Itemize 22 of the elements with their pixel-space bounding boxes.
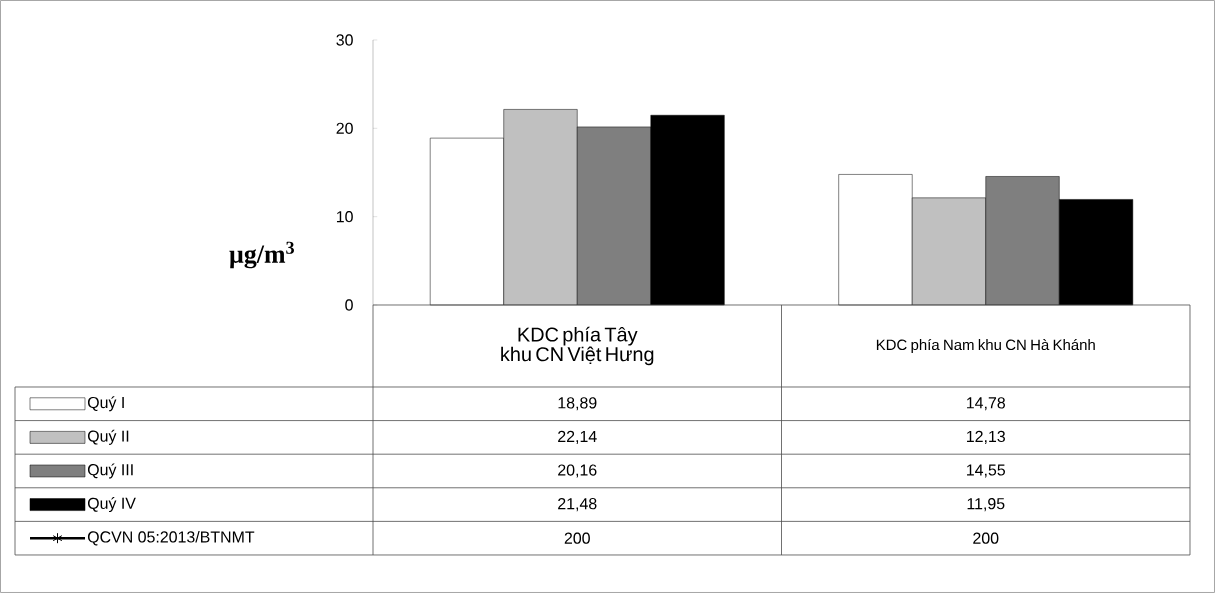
data-label: 14,78	[967, 397, 1005, 411]
data-label: 14,55	[967, 464, 1006, 478]
y-tick-label: 0	[345, 299, 353, 311]
y-tick-label: 20	[336, 122, 353, 134]
y-axis-title: µg/m$^{3}$	[229, 241, 294, 269]
data-label: 12,13	[967, 430, 1005, 444]
data-label: 20,16	[558, 464, 597, 478]
legend-label: QCVN 05:2013/BTNMT	[87, 530, 255, 546]
x-tick-label: KDC phía Nam khu CN Hà Khánh	[876, 338, 1095, 354]
data-label: 11,95	[967, 498, 1005, 512]
data-label: 21,48	[558, 498, 597, 512]
legend-label: Quý I	[87, 396, 124, 412]
data-label: 22,14	[558, 430, 597, 444]
legend-label: Quý III	[87, 463, 133, 479]
y-tick-label: 30	[336, 34, 353, 46]
legend-label: Quý IV	[87, 497, 136, 513]
text: 200	[973, 532, 999, 544]
data-label: 18,89	[558, 397, 597, 411]
legend-label: Quý II	[87, 429, 129, 445]
text: 200	[564, 532, 590, 544]
y-tick-label: 10	[336, 211, 353, 223]
x-tick-label: KDC phía Tây khu CN Việt Hưng	[501, 326, 654, 366]
